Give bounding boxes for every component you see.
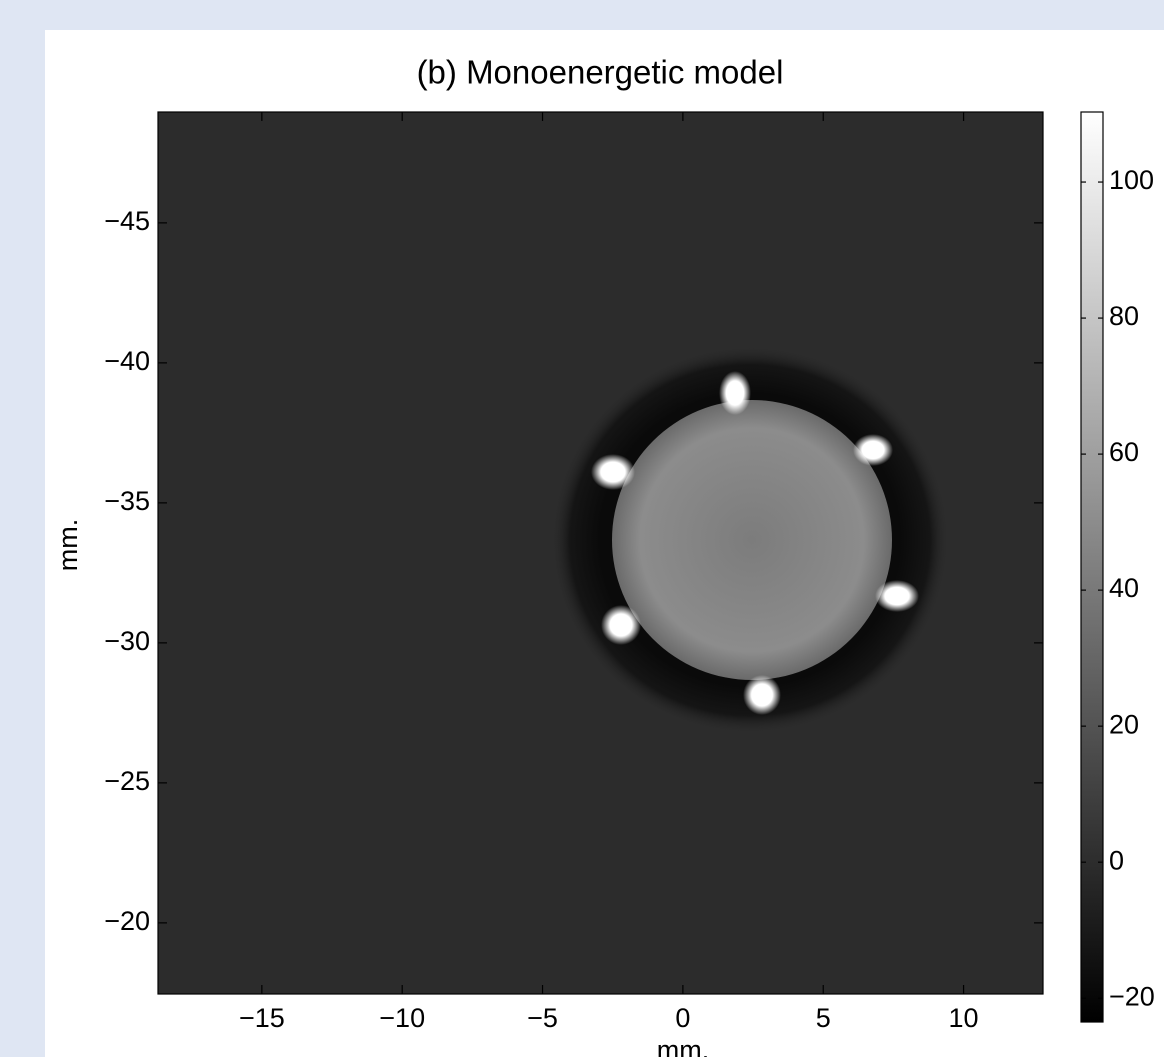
y-tick-label: −30 (104, 626, 150, 656)
image (158, 112, 1043, 994)
x-axis-label: mm. (657, 1035, 709, 1057)
page: (b) Monoenergetic model mm. mm. −15 −10 −5… (0, 0, 1164, 1057)
y-tick-label: −25 (104, 766, 150, 796)
y-tick-label: −45 (104, 206, 150, 236)
colorbar-tick-label: −20 (1109, 981, 1155, 1011)
colorbar-tick-label: 60 (1109, 437, 1139, 467)
x-tick-label: 10 (949, 1003, 979, 1033)
y-tick-label: −20 (104, 906, 150, 936)
y-axis-label: mm. (53, 519, 83, 571)
y-tick-label: −40 (104, 346, 150, 376)
marker (743, 675, 781, 715)
x-tick-label: −5 (527, 1003, 558, 1033)
marker (875, 580, 919, 612)
x-tick-label: −10 (379, 1003, 425, 1033)
disc (612, 400, 892, 680)
marker (853, 434, 893, 466)
colorbar-tick-label: 0 (1109, 845, 1124, 875)
chart: (b) Monoenergetic model mm. mm. −15 −10 −5… (0, 0, 1164, 1057)
colorbar (1081, 112, 1103, 1022)
colorbar-tick-label: 100 (1109, 165, 1154, 195)
colorbar-tick-label: 40 (1109, 573, 1139, 603)
marker (591, 454, 635, 490)
chart-title: (b) Monoenergetic model (417, 54, 784, 91)
x-tick-label: −15 (239, 1003, 285, 1033)
colorbar-tick-label: 20 (1109, 709, 1139, 739)
colorbar-tick-label: 80 (1109, 301, 1139, 331)
y-tick-label: −35 (104, 486, 150, 516)
marker (719, 371, 751, 415)
x-tick-label: 0 (675, 1003, 690, 1033)
marker (601, 605, 641, 645)
x-tick-label: 5 (816, 1003, 831, 1033)
